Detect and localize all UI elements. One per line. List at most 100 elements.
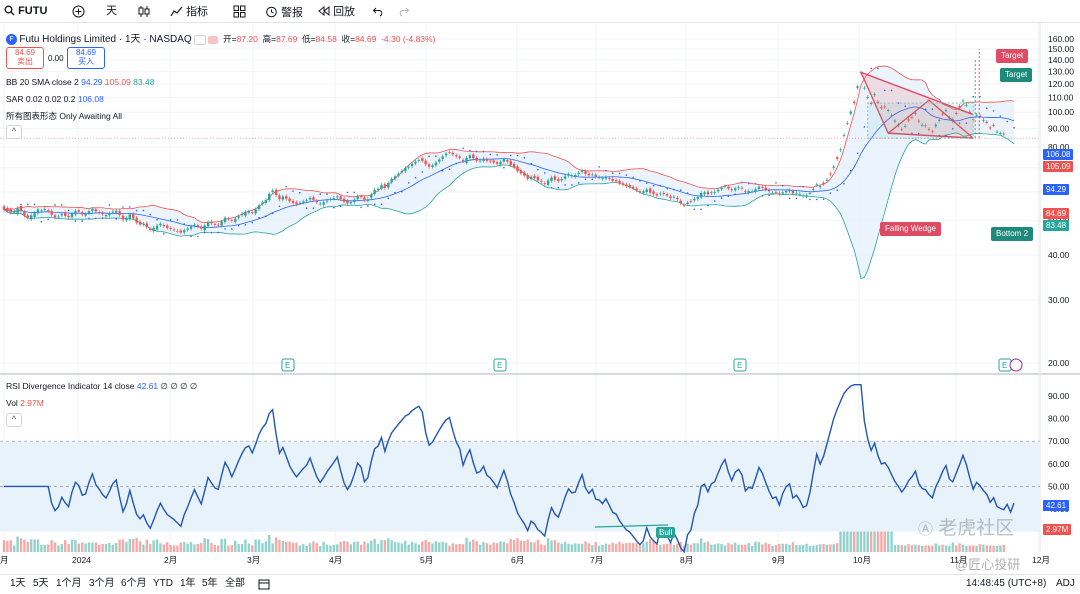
candle-body xyxy=(77,210,81,212)
candle-body xyxy=(733,188,737,191)
compare-button[interactable] xyxy=(72,3,85,19)
volume-bar xyxy=(818,544,822,552)
sar-legend[interactable]: SAR 0.02 0.02 0.2 106.08 xyxy=(6,94,104,104)
price-tick-label: 140.00 xyxy=(1048,55,1074,65)
range-3m[interactable]: 3个月 xyxy=(89,578,115,589)
date-tick-label: 10月 xyxy=(853,555,871,565)
range-ytd[interactable]: YTD xyxy=(153,578,173,589)
bb-legend[interactable]: BB 20 SMA close 2 94.29 105.09 83.48 xyxy=(6,77,154,87)
candle-body xyxy=(672,196,676,198)
volume-bar xyxy=(441,541,444,552)
sar-dot xyxy=(278,205,281,208)
candle-body xyxy=(822,182,825,184)
volume-bar xyxy=(638,545,642,552)
alert-button[interactable]: 警报 xyxy=(265,3,303,19)
candle-body xyxy=(665,194,669,196)
sar-dot xyxy=(33,203,36,206)
falling-wedge-label[interactable]: Falling Wedge xyxy=(880,222,941,236)
candle-body xyxy=(917,120,920,122)
bottom2-label[interactable]: Bottom 2 xyxy=(991,227,1034,241)
volume-bar xyxy=(468,541,472,552)
candle-body xyxy=(574,175,577,177)
volume-bar xyxy=(53,542,57,552)
vol-legend[interactable]: Vol 2.97M xyxy=(6,398,44,408)
symbol-search[interactable]: FUTU xyxy=(4,3,47,19)
clock-time[interactable]: 14:48:45 (UTC+8) xyxy=(966,578,1047,589)
candle-body xyxy=(597,177,601,179)
collapse-legend-button[interactable]: ^ xyxy=(6,125,22,139)
candle-body xyxy=(9,209,12,213)
candle-body xyxy=(995,131,999,133)
candle-body xyxy=(954,113,958,114)
volume-bar xyxy=(383,540,387,552)
volume-bar xyxy=(580,543,584,552)
goto-date-button[interactable] xyxy=(258,577,270,591)
target-label-red[interactable]: Target xyxy=(996,49,1029,63)
date-tick-label: 9月 xyxy=(772,555,785,565)
buy-button[interactable]: 84.69 买入 xyxy=(67,47,105,69)
range-1y[interactable]: 1年 xyxy=(180,578,196,589)
dividend-icon xyxy=(1009,358,1023,372)
volume-bar xyxy=(992,545,995,552)
candle-body xyxy=(529,176,533,180)
sar-dot xyxy=(625,174,628,176)
candle-body xyxy=(604,177,608,179)
candle-body xyxy=(193,224,196,226)
candle-body xyxy=(611,178,614,181)
candle-body xyxy=(132,214,135,219)
range-1m[interactable]: 1个月 xyxy=(56,578,82,589)
rsi-price-label: 42.61 xyxy=(1043,500,1070,511)
sar-dot xyxy=(183,223,186,225)
range-5d[interactable]: 5天 xyxy=(33,578,49,589)
range-5y[interactable]: 5年 xyxy=(202,578,218,589)
visibility-toggle-icon[interactable] xyxy=(194,34,207,45)
candle-body xyxy=(489,160,492,162)
collapse-rsi-button[interactable]: ^ xyxy=(6,413,22,427)
candle-body xyxy=(659,193,662,195)
candle-body xyxy=(176,230,179,232)
volume-bar xyxy=(281,540,285,552)
replay-button[interactable]: 回放 xyxy=(318,3,355,19)
chart-type-button[interactable] xyxy=(138,3,150,19)
volume-bar xyxy=(261,543,264,552)
candle-body xyxy=(111,211,115,213)
target-label-green[interactable]: Target xyxy=(1000,68,1033,82)
date-tick-label: 11月 xyxy=(950,555,967,565)
volume-bar xyxy=(495,543,499,552)
patterns-legend[interactable]: 所有图表形态 Only Awaiting All xyxy=(6,111,123,121)
sar-dot xyxy=(713,200,716,202)
sar-dot xyxy=(999,115,1002,117)
sar-dot xyxy=(428,155,430,157)
indicators-button[interactable]: 指标 xyxy=(170,3,208,19)
sar-dot xyxy=(380,203,383,206)
range-1d[interactable]: 1天 xyxy=(10,578,26,589)
sar-dot xyxy=(516,154,519,157)
candle-body xyxy=(40,210,43,212)
redo-button[interactable] xyxy=(398,3,410,19)
layout-button[interactable] xyxy=(233,3,246,19)
volume-bar xyxy=(149,543,152,552)
earnings-icon-letter: E xyxy=(1002,361,1007,370)
candle-body xyxy=(676,197,679,200)
bull-label[interactable]: Bull xyxy=(656,527,676,538)
sar-dot xyxy=(203,231,206,234)
adj-toggle[interactable]: ADJ xyxy=(1056,578,1075,589)
candle-body xyxy=(206,222,210,227)
bb-upper-line xyxy=(3,65,1015,224)
volume-bar xyxy=(244,539,247,552)
candle-body xyxy=(958,105,961,108)
interval-button[interactable]: 天 xyxy=(106,5,117,17)
candle-body xyxy=(169,228,172,230)
sell-button[interactable]: 84.69 卖出 xyxy=(6,47,44,69)
indicators-label: 指标 xyxy=(186,6,209,18)
volume-bar xyxy=(900,545,903,552)
undo-button[interactable] xyxy=(372,3,384,19)
range-all[interactable]: 全部 xyxy=(225,578,245,589)
rsi-legend[interactable]: RSI Divergence Indicator 14 close 42.61 … xyxy=(6,381,197,392)
range-6m[interactable]: 6个月 xyxy=(121,578,147,589)
candle-body xyxy=(81,212,84,215)
flag-icon[interactable] xyxy=(208,35,219,44)
sar-dot xyxy=(856,152,859,155)
